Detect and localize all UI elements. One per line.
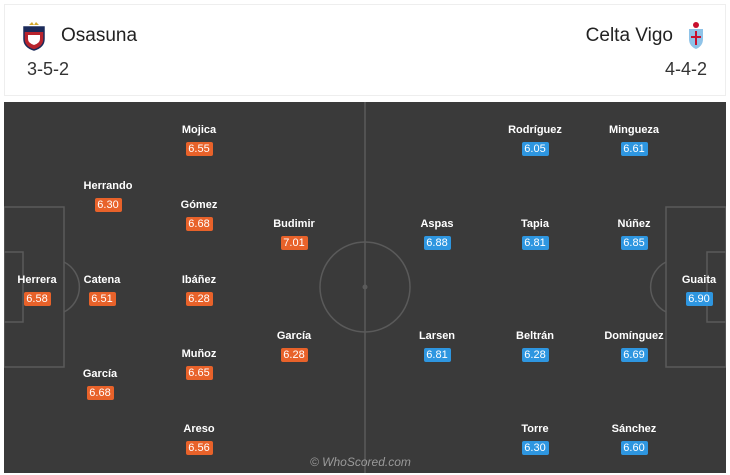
player-rating: 6.88 [423,236,451,250]
player-rating: 6.85 [620,236,648,250]
player-rating: 6.28 [185,292,213,306]
player-away-nunez[interactable]: Núñez 6.85 [599,218,669,251]
player-home-gomez[interactable]: Gómez 6.68 [164,199,234,232]
player-name: Gómez [180,199,218,211]
player-rating: 6.28 [521,348,549,362]
player-name: García [276,330,312,342]
home-formation: 3-5-2 [27,59,70,79]
away-formation: 4-4-2 [664,59,707,79]
away-team[interactable]: Celta Vigo [586,21,709,51]
player-name: Beltrán [516,330,554,342]
player-rating: 6.68 [185,217,213,231]
away-team-name: Celta Vigo [585,25,673,46]
pitch-lines [4,102,726,473]
player-home-budimir[interactable]: Budimir 7.01 [259,218,329,251]
player-rating: 6.30 [94,198,122,212]
player-rating: 6.65 [185,366,213,380]
player-name: Núñez [617,218,651,230]
player-home-garcia-fwd[interactable]: García 6.28 [259,330,329,363]
osasuna-crest-icon [23,22,45,51]
player-rating: 6.30 [521,441,549,455]
player-name: García [82,368,118,380]
player-home-munoz[interactable]: Muñoz 6.65 [164,348,234,381]
player-rating: 6.60 [620,441,648,455]
player-name: Herrando [83,180,133,192]
player-name: Areso [183,423,215,435]
player-rating: 6.81 [521,236,549,250]
player-name: Larsen [418,330,456,342]
player-rating: 6.05 [521,142,549,156]
player-rating: 6.61 [620,142,648,156]
player-name: Mojica [181,124,217,136]
whoscored-watermark: © WhoScored.com [310,455,411,469]
player-rating: 6.51 [88,292,116,306]
player-name: Catena [83,274,121,286]
player-away-dominguez[interactable]: Domínguez 6.69 [599,330,669,363]
home-team-name: Osasuna [61,25,138,46]
player-away-rodriguez[interactable]: Rodríguez 6.05 [500,124,570,157]
player-rating: 6.28 [280,348,308,362]
home-team[interactable]: Osasuna [21,21,137,51]
player-name: Aspas [420,218,454,230]
player-away-beltran[interactable]: Beltrán 6.28 [500,330,570,363]
player-name: Mingueza [608,124,660,136]
player-name: Ibáñez [181,274,217,286]
player-away-aspas[interactable]: Aspas 6.88 [402,218,472,251]
player-name: Sánchez [611,423,657,435]
player-name: Guaita [681,274,717,286]
celta-vigo-crest-icon [689,22,703,49]
match-header: Osasuna 3-5-2 Celta Vigo 4-4-2 [4,4,726,96]
player-home-catena[interactable]: Catena 6.51 [67,274,137,307]
player-rating: 6.69 [620,348,648,362]
player-away-torre[interactable]: Torre 6.30 [500,423,570,456]
player-name: Budimir [273,218,315,230]
player-away-sanchez[interactable]: Sánchez 6.60 [599,423,669,456]
player-home-garcia-def[interactable]: García 6.68 [65,368,135,401]
player-rating: 6.68 [86,386,114,400]
player-name: Torre [521,423,549,435]
player-rating: 6.81 [423,348,451,362]
player-home-mojica[interactable]: Mojica 6.55 [164,124,234,157]
player-away-mingueza[interactable]: Mingueza 6.61 [599,124,669,157]
player-name: Rodríguez [508,124,562,136]
player-rating: 6.90 [685,292,713,306]
player-rating: 6.56 [185,441,213,455]
pitch: Herrera 6.58 Herrando 6.30 Catena 6.51 G… [4,102,726,473]
player-home-ibanez[interactable]: Ibáñez 6.28 [164,274,234,307]
player-rating: 6.58 [23,292,51,306]
player-home-areso[interactable]: Areso 6.56 [164,423,234,456]
player-name: Herrera [17,274,57,286]
player-name: Muñoz [181,348,217,360]
player-away-tapia[interactable]: Tapia 6.81 [500,218,570,251]
player-away-larsen[interactable]: Larsen 6.81 [402,330,472,363]
player-home-herrando[interactable]: Herrando 6.30 [73,180,143,213]
player-home-herrera[interactable]: Herrera 6.58 [4,274,72,307]
player-name: Domínguez [604,330,664,342]
player-rating: 7.01 [280,236,308,250]
player-rating: 6.55 [185,142,213,156]
player-away-guaita[interactable]: Guaita 6.90 [664,274,726,307]
player-name: Tapia [521,218,549,230]
